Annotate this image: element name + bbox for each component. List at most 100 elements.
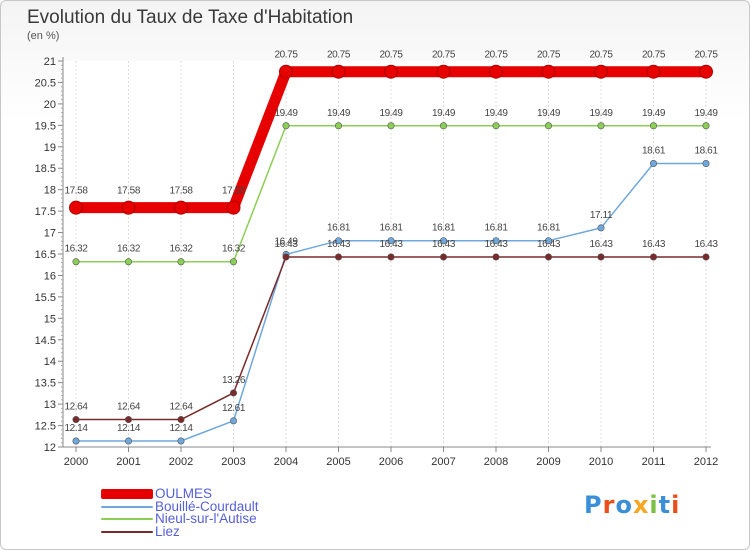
plot-area [63, 61, 711, 447]
data-label-2: 19.49 [379, 108, 403, 119]
series-point-0 [331, 64, 346, 79]
legend-swatch [101, 489, 153, 499]
series-point-3 [177, 416, 185, 424]
series-point-3 [334, 253, 342, 261]
series-point-2 [177, 258, 185, 266]
series-point-0 [279, 64, 293, 79]
y-tick-label: 16 [44, 270, 56, 282]
series-point-0 [594, 64, 608, 79]
data-label-2: 19.49 [274, 108, 298, 119]
y-tick-label: 17.5 [35, 206, 56, 218]
data-label-1: 16.49 [274, 236, 298, 247]
series-point-1 [649, 160, 657, 168]
x-tick-label: 2003 [221, 456, 245, 468]
data-label-2: 19.49 [537, 108, 561, 119]
data-label-1: 12.14 [169, 423, 193, 434]
series-point-0 [541, 64, 556, 79]
data-label-1: 16.81 [327, 223, 351, 234]
data-label-2: 16.32 [64, 244, 88, 255]
x-tick-label: 2011 [642, 456, 666, 468]
data-label-2: 19.49 [642, 108, 666, 119]
data-label-0: 20.75 [484, 50, 508, 61]
chart-title: Evolution du Taux de Taxe d'Habitation [27, 7, 354, 28]
x-tick-label: 2012 [694, 456, 718, 468]
series-point-1 [177, 437, 185, 445]
x-tick-label: 2008 [484, 456, 508, 468]
series-point-2 [230, 258, 238, 266]
series-point-1 [387, 237, 395, 245]
y-tick-label: 13 [44, 399, 56, 411]
y-tick-label: 15.5 [35, 292, 56, 304]
x-tick-label: 2010 [589, 456, 613, 468]
data-label-1: 12.14 [64, 423, 88, 434]
data-label-1: 17.11 [590, 210, 613, 221]
y-tick-label: 20.5 [35, 77, 56, 89]
series-point-0 [384, 64, 398, 79]
series-point-1 [230, 417, 238, 425]
series-point-0 [436, 64, 451, 79]
series-point-0 [174, 200, 188, 215]
data-label-1: 16.81 [432, 223, 456, 234]
legend-label: Nieul-sur-l'Autise [155, 511, 257, 526]
data-label-3: 13.26 [222, 375, 246, 386]
data-label-0: 17.58 [64, 186, 88, 197]
logo-letter: i [671, 491, 681, 519]
series-point-3 [492, 253, 500, 261]
x-tick-label: 2009 [536, 456, 560, 468]
data-label-2: 19.49 [694, 108, 718, 119]
data-label-2: 19.49 [327, 108, 351, 119]
series-point-1 [597, 224, 605, 232]
data-label-2: 16.32 [117, 244, 141, 255]
series-point-0 [699, 64, 713, 79]
y-tick-label: 16.5 [35, 249, 56, 261]
data-label-3: 16.43 [274, 239, 298, 250]
logo-letter: i [649, 491, 659, 519]
x-tick-label: 2001 [116, 456, 140, 468]
data-label-0: 20.75 [642, 50, 666, 61]
series-point-1 [544, 237, 552, 245]
series-point-2 [334, 122, 342, 130]
legend-swatch [101, 505, 153, 508]
series-point-0 [121, 200, 136, 215]
logo-letter: P [584, 491, 603, 519]
data-label-3: 16.43 [432, 239, 456, 250]
data-label-3: 12.64 [117, 402, 141, 413]
y-tick-label: 12 [44, 442, 56, 454]
chart-subtitle: (en %) [27, 30, 60, 42]
series-point-3 [387, 253, 395, 261]
data-label-2: 19.49 [432, 108, 456, 119]
data-label-1: 16.81 [484, 223, 508, 234]
x-tick-label: 2002 [169, 456, 193, 468]
y-tick-label: 14 [44, 356, 56, 368]
legend-label: Liez [155, 523, 180, 539]
data-label-0: 17.58 [222, 186, 246, 197]
series-point-0 [69, 200, 83, 215]
series-point-0 [646, 64, 661, 79]
data-label-0: 20.75 [274, 50, 298, 61]
data-label-3: 16.43 [589, 239, 613, 250]
series-point-3 [125, 416, 133, 424]
series-point-1 [702, 160, 710, 168]
series-point-0 [226, 200, 241, 215]
logo-letter: t [658, 491, 672, 519]
legend-swatch [101, 530, 153, 533]
series-point-3 [702, 253, 710, 261]
data-label-0: 20.75 [589, 50, 613, 61]
y-tick-label: 19 [44, 142, 56, 154]
data-label-0: 17.58 [117, 186, 141, 197]
data-label-0: 20.75 [694, 50, 718, 61]
data-label-3: 12.64 [64, 402, 88, 413]
data-label-0: 17.58 [169, 186, 193, 197]
series-point-2 [72, 258, 80, 266]
data-label-3: 16.43 [327, 239, 351, 250]
data-label-0: 20.75 [327, 50, 351, 61]
data-label-1: 18.61 [642, 146, 666, 157]
y-tick-label: 12.5 [35, 421, 56, 433]
series-point-2 [387, 122, 395, 130]
series-point-3 [544, 253, 552, 261]
y-tick-label: 20 [44, 99, 56, 111]
series-point-3 [439, 253, 447, 261]
data-label-1: 16.81 [537, 223, 561, 234]
series-point-2 [597, 122, 605, 130]
y-tick-label: 18 [44, 185, 56, 197]
